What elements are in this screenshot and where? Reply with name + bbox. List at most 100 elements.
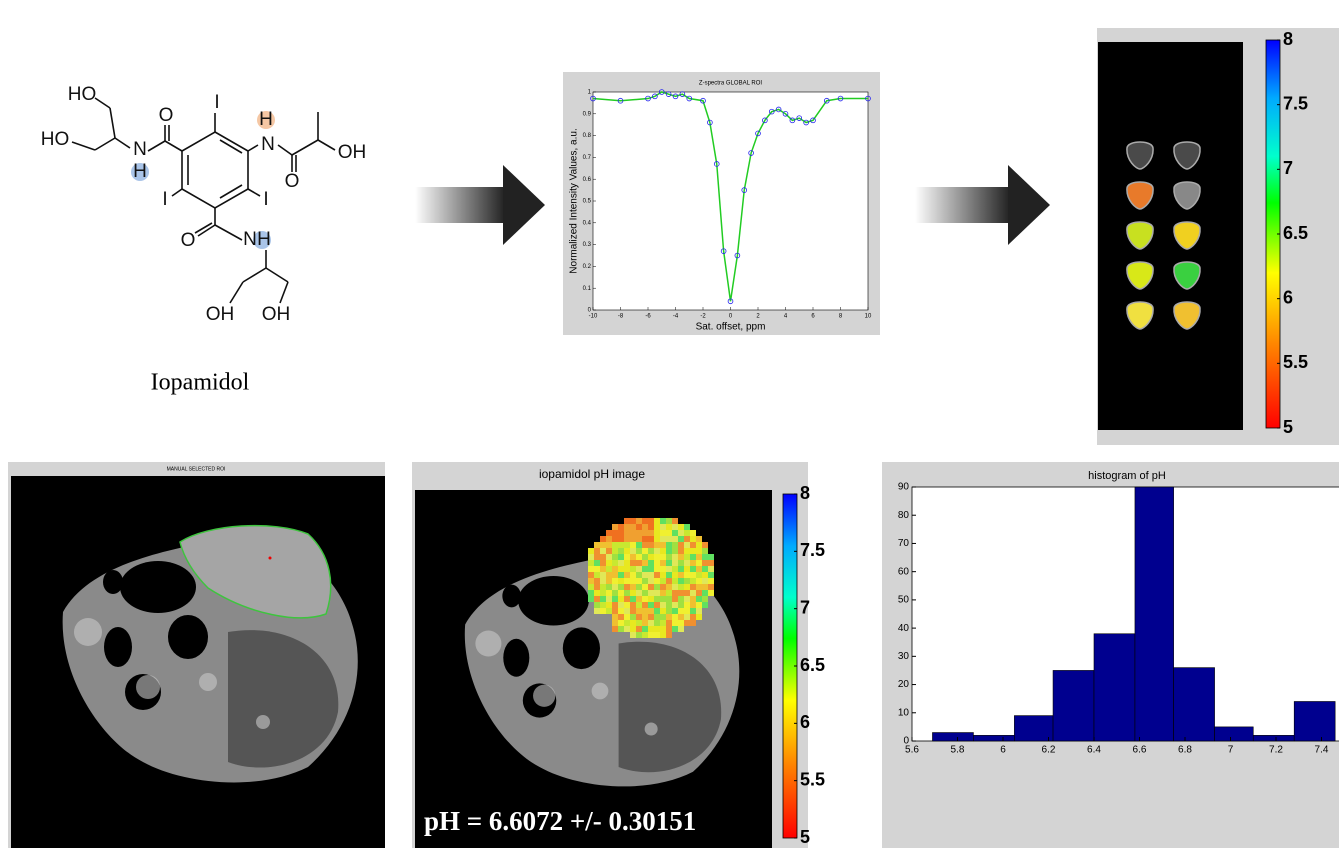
ph-pixel	[642, 596, 648, 602]
ph-pixel	[624, 536, 630, 542]
ph-pixel	[672, 542, 678, 548]
ph-pixel	[654, 614, 660, 620]
colorbar-tick-label: 8	[800, 483, 810, 503]
ph-pixel	[654, 524, 660, 530]
x-tick-label: 6.8	[1178, 745, 1192, 756]
colorbar-tick-label: 7	[800, 597, 810, 617]
ph-pixel	[672, 530, 678, 536]
colorbar-tick-label: 5.5	[1283, 352, 1308, 372]
x-tick-label: 5.8	[951, 745, 965, 756]
ph-pixel	[666, 596, 672, 602]
ph-pixel	[702, 584, 708, 590]
ph-pixel	[630, 602, 636, 608]
ph-pixel	[672, 608, 678, 614]
ph-pixel	[624, 518, 630, 524]
ph-pixel	[630, 584, 636, 590]
ph-pixel	[684, 614, 690, 620]
ph-pixel	[690, 542, 696, 548]
ph-pixel	[636, 596, 642, 602]
y-tick-label: 80	[898, 510, 910, 521]
ph-pixel	[636, 530, 642, 536]
x-tick-label: -4	[673, 314, 679, 320]
ph-pixel	[696, 572, 702, 578]
x-tick-label: 10	[865, 314, 872, 320]
ph-pixel	[624, 614, 630, 620]
ph-pixel	[600, 536, 606, 542]
x-tick-label: 6.4	[1087, 745, 1101, 756]
ph-pixel	[660, 620, 666, 626]
ph-pixel	[618, 614, 624, 620]
ph-pixel	[684, 536, 690, 542]
ph-pixel	[606, 554, 612, 560]
ph-pixel	[684, 608, 690, 614]
ph-pixel	[612, 536, 618, 542]
ph-pixel	[624, 554, 630, 560]
ph-pixel	[690, 566, 696, 572]
ph-pixel	[648, 524, 654, 530]
ph-pixel	[612, 608, 618, 614]
y-tick-label: 0.4	[583, 220, 592, 226]
ph-pixel	[636, 632, 642, 638]
ph-pixel	[630, 524, 636, 530]
ph-pixel	[630, 578, 636, 584]
ph-pixel	[606, 542, 612, 548]
ph-pixel	[666, 548, 672, 554]
ph-pixel	[654, 608, 660, 614]
ph-pixel	[696, 608, 702, 614]
ph-pixel	[666, 566, 672, 572]
x-tick-label: 7.4	[1315, 745, 1329, 756]
ph-pixel	[624, 608, 630, 614]
ph-pixel	[684, 530, 690, 536]
ph-pixel	[684, 620, 690, 626]
ph-pixel	[642, 548, 648, 554]
ph-pixel	[606, 536, 612, 542]
ph-pixel	[642, 542, 648, 548]
ph-pixel	[624, 590, 630, 596]
ph-pixel	[630, 518, 636, 524]
ph-pixel	[654, 548, 660, 554]
ph-pixel	[594, 602, 600, 608]
ph-pixel	[660, 614, 666, 620]
ph-pixel	[678, 578, 684, 584]
ph-pixel	[702, 590, 708, 596]
atom: OH	[338, 142, 367, 163]
y-tick-label: 10	[898, 707, 910, 718]
ph-pixel	[672, 614, 678, 620]
ph-pixel	[648, 578, 654, 584]
bar	[932, 733, 973, 741]
ph-pixel	[588, 554, 594, 560]
y-axis-label: Normalized Intensity Values, a.u.	[569, 128, 580, 273]
ph-pixel	[588, 566, 594, 572]
ph-pixel	[588, 572, 594, 578]
ph-pixel	[708, 572, 714, 578]
ph-pixel	[636, 626, 642, 632]
y-tick-label: 50	[898, 595, 910, 606]
ph-pixel	[600, 560, 606, 566]
ph-pixel	[666, 608, 672, 614]
ph-pixel	[612, 620, 618, 626]
ph-pixel	[636, 542, 642, 548]
ph-pixel	[648, 596, 654, 602]
ph-pixel	[606, 602, 612, 608]
ph-pixel	[678, 620, 684, 626]
ph-pixel	[606, 608, 612, 614]
ph-pixel	[594, 560, 600, 566]
ph-pixel	[672, 578, 678, 584]
ph-pixel	[654, 632, 660, 638]
ph-pixel	[612, 602, 618, 608]
y-tick-label: 40	[898, 623, 910, 634]
ph-pixel	[618, 590, 624, 596]
ph-pixel	[636, 602, 642, 608]
ph-pixel	[600, 602, 606, 608]
colorbar-tick-label: 5	[1283, 417, 1293, 437]
ph-pixel	[684, 590, 690, 596]
colorbar-tick-label: 5	[800, 827, 810, 847]
ph-pixel	[666, 542, 672, 548]
ph-pixel	[624, 542, 630, 548]
atom: OH	[262, 304, 291, 325]
ph-pixel	[690, 572, 696, 578]
ph-pixel	[690, 536, 696, 542]
ph-pixel	[654, 536, 660, 542]
ph-pixel	[696, 602, 702, 608]
ph-pixel	[636, 584, 642, 590]
